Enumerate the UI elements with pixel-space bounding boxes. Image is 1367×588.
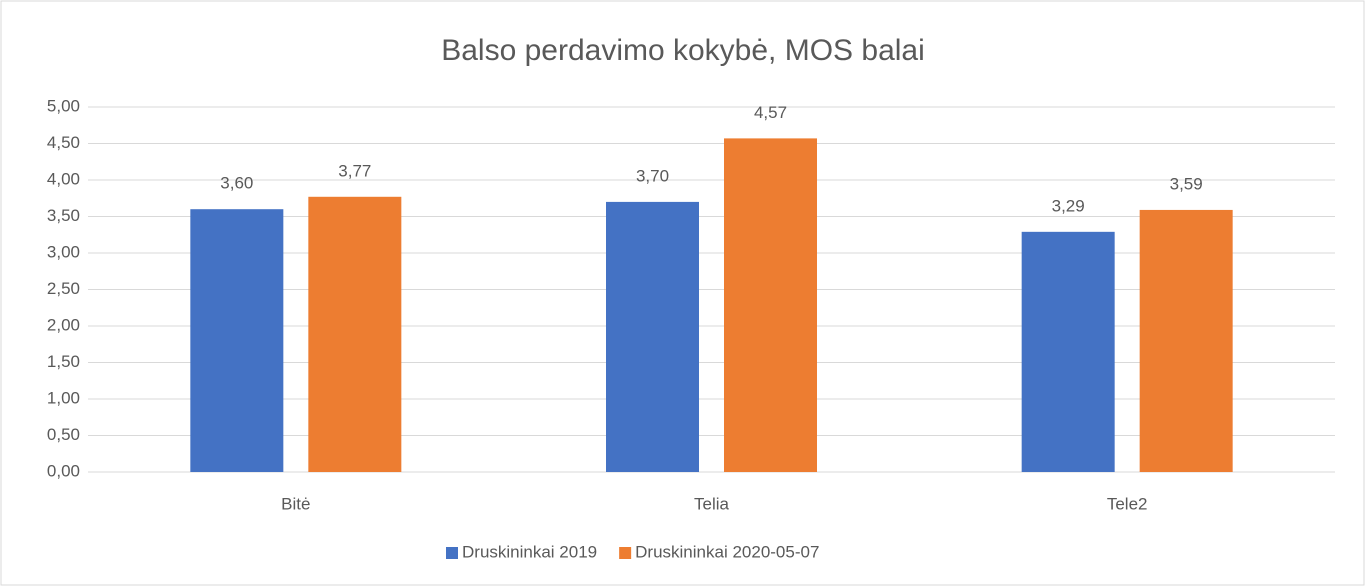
bar bbox=[1139, 209, 1233, 472]
x-tick-label: Telia bbox=[694, 494, 730, 513]
y-tick-label: 3,50 bbox=[47, 206, 80, 225]
legend-swatch bbox=[619, 547, 632, 559]
y-tick-label: 3,00 bbox=[47, 242, 80, 261]
y-tick-label: 2,50 bbox=[47, 279, 80, 298]
data-label: 4,57 bbox=[754, 103, 787, 122]
bar bbox=[724, 138, 817, 472]
bar bbox=[1021, 231, 1115, 472]
y-tick-label: 4,00 bbox=[47, 169, 80, 188]
y-tick-label: 0,50 bbox=[47, 425, 80, 444]
data-label: 3,77 bbox=[338, 161, 371, 180]
bar bbox=[606, 201, 699, 472]
y-tick-label: 1,50 bbox=[47, 352, 80, 371]
y-tick-label: 4,50 bbox=[47, 133, 80, 152]
x-tick-label: Tele2 bbox=[1107, 494, 1148, 513]
chart-title: Balso perdavimo kokybė, MOS balai bbox=[441, 34, 925, 67]
legend-label: Druskininkai 2020-05-07 bbox=[635, 542, 819, 561]
legend-swatch bbox=[446, 547, 458, 559]
y-tick-label: 1,00 bbox=[47, 388, 80, 407]
y-tick-label: 2,00 bbox=[47, 315, 80, 334]
y-tick-label: 5,00 bbox=[47, 96, 80, 115]
data-label: 3,29 bbox=[1052, 196, 1085, 215]
data-label: 3,70 bbox=[636, 166, 669, 185]
data-label: 3,60 bbox=[220, 174, 253, 193]
y-tick-label: 0,00 bbox=[47, 461, 80, 480]
data-label: 3,59 bbox=[1170, 174, 1203, 193]
bar bbox=[308, 196, 402, 473]
bar bbox=[190, 209, 284, 472]
x-tick-label: Bitė bbox=[281, 494, 310, 513]
legend-label: Druskininkai 2019 bbox=[462, 542, 597, 561]
